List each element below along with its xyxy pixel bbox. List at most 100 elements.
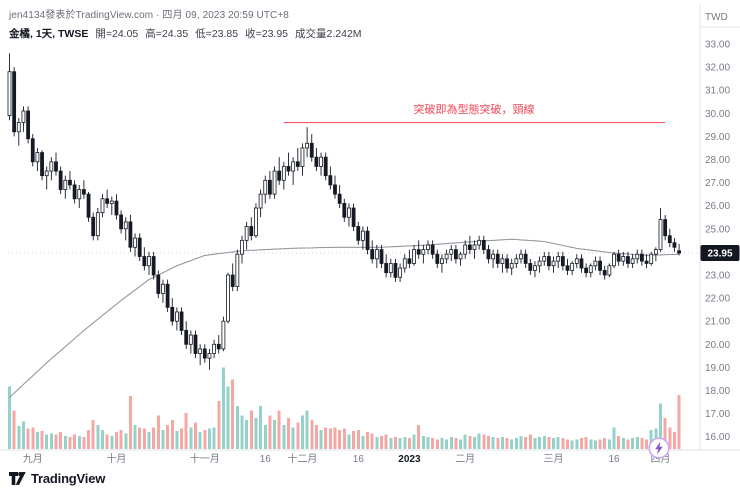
boost-lightning-icon[interactable] [648, 437, 670, 459]
footer: TradingView [9, 471, 105, 486]
volume-bar [217, 401, 221, 449]
candle [528, 263, 533, 271]
ohlc-low: 低=23.85 [195, 28, 239, 40]
price-tick-label: 20.00 [705, 340, 730, 351]
candle [565, 265, 570, 271]
volume-bar [175, 431, 179, 449]
tradingview-logo-icon[interactable] [9, 472, 26, 485]
candle [356, 226, 361, 241]
price-tick-label: 22.00 [705, 294, 730, 305]
price-tick-label: 31.00 [705, 86, 730, 97]
volume-bar [54, 434, 58, 449]
candle [212, 343, 217, 354]
candle [542, 256, 547, 262]
candle [277, 170, 282, 181]
price-tick-label: 27.00 [705, 178, 730, 189]
volume-bar [407, 438, 411, 449]
volume-bar [59, 432, 63, 449]
volume-bar [35, 432, 39, 449]
volume-bar [40, 431, 44, 449]
volume-bar [194, 422, 197, 449]
time-tick-label: 16 [260, 454, 272, 465]
price-tick-label: 33.00 [705, 40, 730, 51]
candle [477, 239, 482, 246]
candle [26, 110, 31, 140]
candle [416, 249, 421, 255]
volume-bar [212, 427, 216, 449]
candle [82, 189, 86, 195]
candle [672, 242, 677, 248]
volume-bar [500, 437, 504, 449]
candle [100, 198, 105, 214]
candle [360, 230, 365, 241]
candle [188, 334, 193, 345]
volume-bar [370, 433, 374, 449]
candle [305, 142, 310, 149]
candle [314, 156, 319, 167]
volume-bar [277, 410, 281, 449]
volume-bar [361, 435, 365, 449]
price-tick-label: 26.00 [705, 201, 730, 212]
candle [560, 256, 565, 267]
neckline-annotation-label[interactable]: 突破即為型態突破，頸線 [413, 104, 535, 116]
volume-bar [486, 435, 490, 449]
volume-bar [538, 437, 542, 449]
price-tick-label: 19.00 [705, 363, 730, 374]
volume-bar [631, 438, 635, 449]
volume-bar [259, 405, 263, 449]
symbol-info-row: 金橘, 1天, TWSE 開=24.05 高=24.35 低=23.85 收=2… [9, 26, 362, 41]
candle [342, 202, 347, 218]
candle [635, 253, 640, 260]
volume-bar [133, 425, 137, 449]
candle [584, 267, 588, 274]
time-tick-label: 16 [353, 454, 365, 465]
candle [626, 256, 630, 264]
candle [426, 244, 430, 250]
volume-bar [347, 434, 351, 449]
volume-bar [598, 439, 602, 449]
volume-bar [21, 421, 25, 449]
time-tick-label: 2023 [398, 454, 421, 465]
volume-bar [393, 437, 397, 449]
tradingview-wordmark[interactable]: TradingView [31, 471, 106, 486]
volume-bar [240, 415, 244, 449]
volume-bar [333, 427, 337, 449]
candle [184, 330, 189, 345]
candle [295, 161, 300, 167]
candle [142, 256, 147, 267]
candle [421, 249, 426, 255]
candle [263, 179, 268, 195]
price-tick-label: 25.00 [705, 224, 730, 235]
candle [128, 221, 133, 248]
volume-bar [672, 432, 676, 449]
volume-bar [296, 422, 300, 449]
candle [123, 221, 128, 230]
volume-bar [510, 439, 514, 449]
candle [156, 274, 161, 294]
time-tick-label: 三月 [544, 453, 564, 465]
candle [440, 258, 444, 264]
candle [556, 256, 561, 262]
candle [347, 207, 351, 218]
price-tick-label: 21.00 [705, 317, 730, 328]
volume-bar [300, 415, 304, 449]
candle [523, 253, 528, 264]
volume-bar [342, 428, 346, 449]
candle [63, 179, 68, 190]
volume-bar [375, 437, 379, 449]
candle [384, 263, 389, 274]
time-scale[interactable]: 九月 十月 十一月 16 十二月 16 2023 二月 三月 16 四月 [23, 452, 671, 465]
price-scale[interactable]: TWD 33.00 32.00 31.00 30.00 29.00 28.00 27.00 26… [705, 12, 730, 443]
volume-bar [668, 427, 672, 449]
candle [68, 179, 72, 186]
price-tick-label: 30.00 [705, 109, 730, 120]
volume-bar [119, 429, 123, 449]
price-tick-label: 17.00 [705, 409, 730, 420]
candle [300, 147, 305, 167]
ohlc-close: 收=23.95 [245, 28, 289, 40]
volume-bar [454, 438, 458, 449]
volume-bar [477, 433, 481, 449]
candle [133, 237, 137, 248]
candle [393, 263, 398, 278]
